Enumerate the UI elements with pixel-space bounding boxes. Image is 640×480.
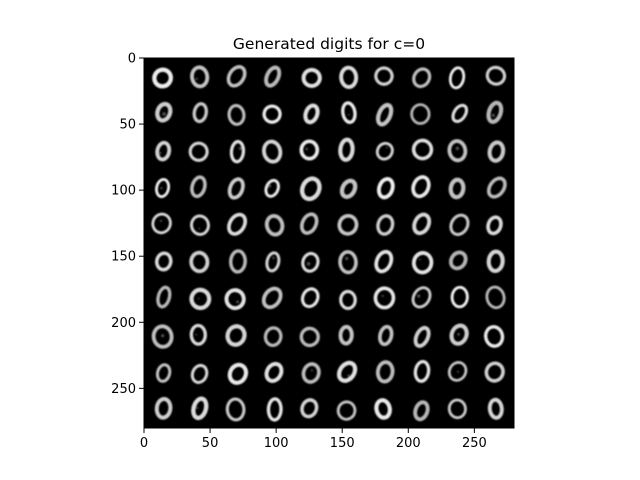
digit-noise <box>307 262 311 266</box>
digit-noise <box>159 152 161 154</box>
digit-noise <box>196 78 198 80</box>
x-tick-label: 250 <box>462 436 487 451</box>
digit-noise <box>348 114 350 116</box>
x-tick-label: 150 <box>330 436 355 451</box>
x-tick-label: 100 <box>264 436 289 451</box>
y-tick-label: 0 <box>128 52 136 67</box>
digit-noise <box>162 112 166 116</box>
digit-noise <box>417 294 420 297</box>
x-tick-label: 200 <box>396 436 421 451</box>
digit-noise <box>492 114 495 117</box>
x-tick-label: 0 <box>140 436 148 451</box>
y-axis: 0 50 100 150 200 250 <box>111 52 144 397</box>
digit-noise <box>198 298 200 300</box>
digit-noise <box>419 259 421 261</box>
digit-noise <box>457 371 459 373</box>
x-axis: 0 50 100 150 200 250 <box>140 428 487 451</box>
y-tick-label: 200 <box>111 316 136 331</box>
digit-noise <box>386 147 388 149</box>
digit-noise <box>195 334 197 336</box>
digit-noise <box>161 334 164 337</box>
chart-title: Generated digits for c=0 <box>233 35 425 53</box>
digit-noise <box>160 220 162 222</box>
image-plot-area <box>144 58 514 428</box>
y-tick-label: 100 <box>111 184 136 199</box>
x-tick-label: 50 <box>202 436 219 451</box>
digit-noise <box>160 187 162 189</box>
y-tick-label: 250 <box>111 382 136 397</box>
digit-noise <box>305 148 308 151</box>
digit-noise <box>311 369 313 371</box>
digit-noise <box>347 374 349 376</box>
y-tick-label: 150 <box>111 250 136 265</box>
digit-noise <box>382 295 384 297</box>
digit-noise <box>272 257 275 260</box>
digit-noise <box>196 407 198 409</box>
digit-noise <box>457 333 460 336</box>
digit-noise <box>345 257 348 260</box>
digit-noise <box>239 147 242 150</box>
digit-noise <box>198 228 200 230</box>
y-tick-label: 50 <box>119 118 136 133</box>
digit-noise <box>456 147 460 151</box>
digit-noise <box>268 185 271 188</box>
digit-noise <box>236 300 239 303</box>
